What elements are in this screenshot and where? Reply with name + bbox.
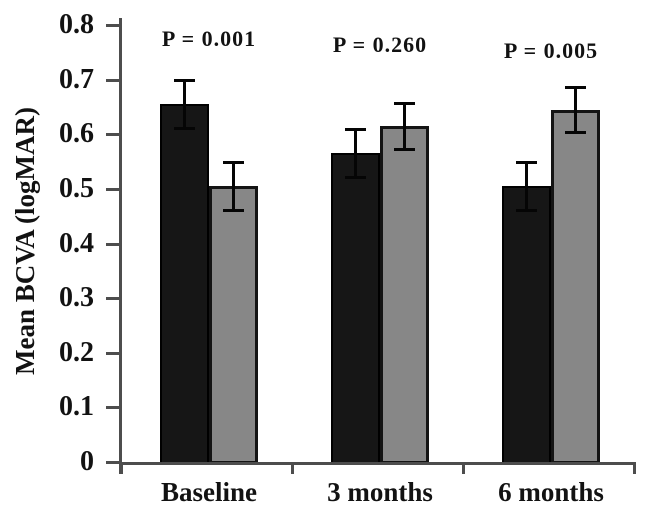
y-tick-label: 0.8 [59, 9, 94, 40]
y-tick-0.2 [106, 352, 119, 355]
error-whisker-gray-bars-0 [232, 162, 235, 211]
x-tick-label-0: Baseline [160, 477, 257, 507]
y-tick-label: 0.6 [59, 118, 94, 149]
y-tick-0.8 [106, 24, 119, 27]
error-cap-top-gray-bars-2 [565, 86, 586, 89]
x-axis-line [119, 462, 636, 465]
error-whisker-gray-bars-1 [403, 103, 406, 150]
x-tick-3 [633, 462, 636, 474]
y-tick-label: 0.3 [59, 282, 94, 313]
y-tick-label: 0 [80, 446, 94, 477]
y-tick-0.4 [106, 243, 119, 246]
y-tick-label: 0.2 [59, 337, 94, 368]
error-cap-top-gray-bars-1 [394, 102, 415, 105]
y-tick-0 [106, 461, 119, 464]
error-whisker-gray-bars-2 [574, 87, 577, 133]
y-axis-line [119, 18, 122, 474]
error-cap-bottom-gray-bars-1 [394, 148, 415, 151]
x-tick-label-1: 3 months [327, 477, 433, 507]
p-value-label-0: P = 0.001 [161, 26, 257, 51]
y-tick-0.7 [106, 79, 119, 82]
y-tick-0.6 [106, 133, 119, 136]
bar-black-bars-0 [160, 104, 209, 464]
error-cap-bottom-black-bars-2 [516, 209, 537, 212]
y-tick-0.3 [106, 297, 119, 300]
error-cap-top-black-bars-2 [516, 161, 537, 164]
error-cap-bottom-gray-bars-2 [565, 131, 586, 134]
bar-gray-bars-0 [209, 186, 258, 464]
error-whisker-black-bars-1 [354, 129, 357, 178]
y-tick-0.5 [106, 188, 119, 191]
error-cap-bottom-gray-bars-0 [223, 209, 244, 212]
error-cap-top-black-bars-0 [174, 79, 195, 82]
x-tick-1 [291, 462, 294, 474]
y-tick-label: 0.4 [59, 228, 94, 259]
error-cap-bottom-black-bars-1 [345, 176, 366, 179]
bar-gray-bars-1 [380, 126, 429, 464]
bar-gray-bars-2 [551, 110, 600, 464]
error-cap-top-gray-bars-0 [223, 161, 244, 164]
x-tick-0 [120, 462, 123, 474]
bar-black-bars-2 [502, 186, 551, 464]
error-whisker-black-bars-0 [183, 80, 186, 129]
x-tick-label-2: 6 months [498, 477, 604, 507]
bar-black-bars-1 [331, 153, 380, 464]
y-tick-label: 0.1 [59, 391, 94, 422]
y-tick-label: 0.5 [59, 173, 94, 204]
y-tick-0.1 [106, 406, 119, 409]
p-value-label-1: P = 0.260 [332, 32, 428, 57]
x-tick-2 [462, 462, 465, 474]
error-cap-bottom-black-bars-0 [174, 127, 195, 130]
p-value-label-2: P = 0.005 [503, 38, 599, 63]
error-whisker-black-bars-2 [525, 162, 528, 211]
error-cap-top-black-bars-1 [345, 128, 366, 131]
y-tick-label: 0.7 [59, 64, 94, 95]
